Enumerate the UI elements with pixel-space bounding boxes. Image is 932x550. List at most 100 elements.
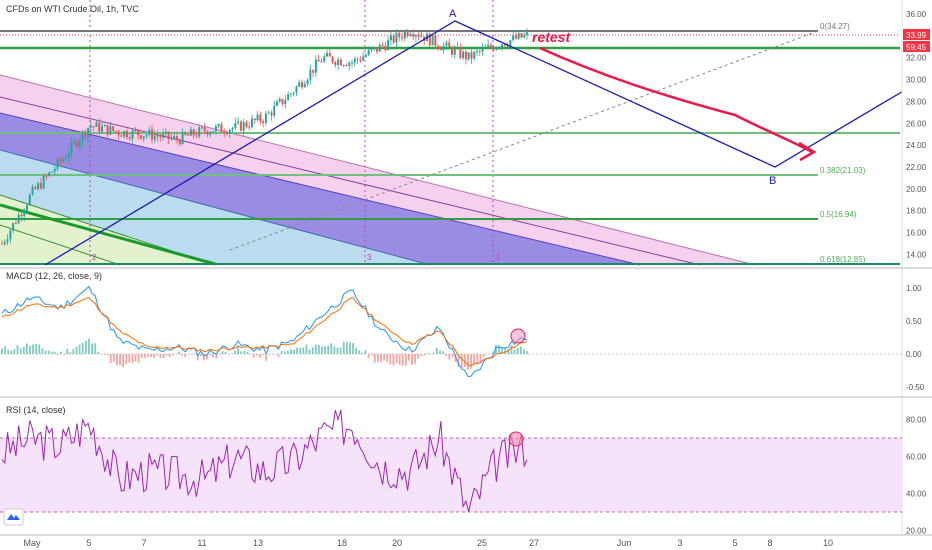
- macd-hist-bar: [522, 349, 525, 354]
- macd-hist-bar: [479, 354, 482, 364]
- time-tick-label: 20: [392, 538, 402, 548]
- macd-hist-bar: [457, 354, 460, 367]
- candle-body: [351, 62, 353, 64]
- macd-hist-bar: [57, 354, 59, 355]
- rsi-title: RSI (14, close): [6, 405, 66, 415]
- candle-body: [42, 175, 45, 189]
- candle-body: [137, 130, 140, 136]
- candle-body: [284, 100, 287, 105]
- macd-hist-bar: [395, 354, 398, 364]
- candle-body: [264, 113, 267, 123]
- horizontal-levels: [0, 30, 900, 266]
- candle-body: [487, 44, 490, 48]
- macd-hist-bar: [513, 349, 516, 354]
- wave-mark-label: 3: [367, 253, 372, 262]
- candle-body: [359, 59, 362, 61]
- macd-hist-bar: [491, 352, 494, 354]
- macd-hist-bar: [408, 354, 410, 361]
- candle-body: [78, 140, 81, 147]
- candle-body: [362, 56, 365, 61]
- candle-body: [303, 83, 306, 88]
- candle-body: [409, 34, 412, 36]
- candle-body: [431, 34, 434, 46]
- macd-hist-bar: [280, 350, 283, 354]
- point-a-label: A: [449, 8, 457, 20]
- macd-hist-bar: [175, 354, 177, 355]
- macd-hist-bar: [470, 354, 472, 369]
- candle-body: [59, 159, 62, 162]
- candle-body: [470, 52, 473, 59]
- macd-hist-bar: [358, 350, 361, 354]
- channel-line: [0, 96, 701, 266]
- macd-hist-bar: [389, 354, 392, 365]
- macd-hist-bar: [401, 354, 404, 366]
- candle-body: [184, 131, 187, 135]
- rsi-tick-label: 60.00: [906, 453, 927, 462]
- candle-body: [101, 126, 103, 132]
- candle-body: [145, 134, 148, 137]
- macd-hist-bar: [305, 344, 308, 354]
- candle-body: [126, 130, 128, 138]
- macd-hist-bar: [131, 354, 134, 363]
- candle-body: [70, 142, 73, 155]
- candle-body: [153, 135, 156, 140]
- price-tick-label: 18.00: [906, 207, 927, 216]
- channel-line: [0, 74, 756, 266]
- macd-hist-bar: [507, 349, 510, 354]
- macd-hist-bar: [234, 350, 236, 354]
- candle-body: [503, 44, 506, 46]
- macd-hist-bar: [423, 354, 426, 356]
- candle-body: [53, 168, 56, 172]
- macd-hist-bar: [32, 344, 34, 354]
- candle-body: [506, 45, 509, 47]
- price-axis-bg: [902, 0, 932, 550]
- price-tick-label: 16.00: [906, 229, 927, 238]
- candle-body: [117, 131, 120, 136]
- candle-body: [3, 241, 6, 244]
- fib-label: 0.618(12.85): [820, 255, 866, 264]
- macd-hist-bar: [510, 345, 513, 354]
- macd-hist-bar: [168, 354, 171, 358]
- macd-histogram: [1, 338, 528, 370]
- candle-body: [120, 135, 123, 137]
- candle-body: [270, 112, 273, 116]
- fib-label: 0.5(16.94): [820, 210, 857, 219]
- macd-hist-bar: [345, 342, 348, 354]
- macd-hist-bar: [190, 354, 193, 355]
- candle-body: [56, 159, 59, 169]
- candle-body: [62, 158, 65, 162]
- candle-body: [517, 33, 520, 39]
- macd-hist-bar: [495, 344, 497, 354]
- time-tick-label: Jun: [617, 538, 632, 548]
- candle-body: [64, 157, 67, 159]
- macd-hist-bar: [44, 350, 47, 354]
- macd-tick-label: -0.50: [906, 383, 925, 392]
- macd-hist-bar: [196, 354, 199, 361]
- macd-hist-bar: [116, 354, 118, 366]
- macd-hist-bar: [404, 354, 407, 366]
- candle-body: [226, 132, 228, 134]
- candle-body: [412, 34, 415, 37]
- time-tick-label: 18: [337, 538, 347, 548]
- candle-body: [245, 122, 248, 127]
- time-tick-label: 5: [732, 538, 737, 548]
- candle-body: [278, 98, 281, 102]
- candle-body: [92, 126, 95, 128]
- macd-hist-bar: [451, 354, 454, 358]
- candle-body: [201, 127, 203, 129]
- tradingview-logo[interactable]: [3, 508, 24, 526]
- channel-line: [0, 149, 431, 266]
- candle-body: [209, 132, 212, 135]
- macd-hist-bar: [162, 354, 165, 359]
- price-tick-label: 22.00: [906, 163, 927, 172]
- macd-hist-bar: [35, 344, 38, 354]
- macd-hist-bar: [252, 354, 255, 358]
- candle-body: [151, 129, 153, 140]
- retest-arrow-path: [539, 46, 813, 154]
- macd-hist-bar: [460, 354, 463, 368]
- candle-body: [89, 126, 92, 128]
- macd-hist-bar: [159, 354, 162, 359]
- macd-hist-bar: [386, 354, 389, 362]
- candle-body: [176, 136, 178, 141]
- macd-hist-bar: [296, 347, 299, 354]
